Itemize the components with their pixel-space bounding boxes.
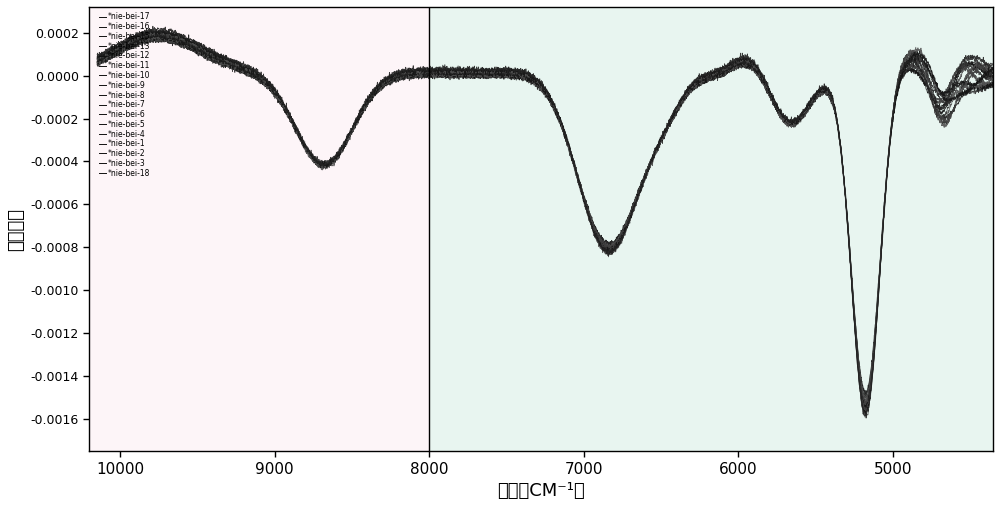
Bar <box>89 7 429 451</box>
X-axis label: 波数（CM⁻¹）: 波数（CM⁻¹） <box>497 482 585 500</box>
Legend: *nie-bei-17, *nie-bei-16, *nie-bei-15, *nie-bei-13, *nie-bei-12, *nie-bei-11, *n: *nie-bei-17, *nie-bei-16, *nie-bei-15, *… <box>98 12 151 178</box>
Y-axis label: 任意单位: 任意单位 <box>7 207 25 250</box>
Bar <box>429 7 993 451</box>
